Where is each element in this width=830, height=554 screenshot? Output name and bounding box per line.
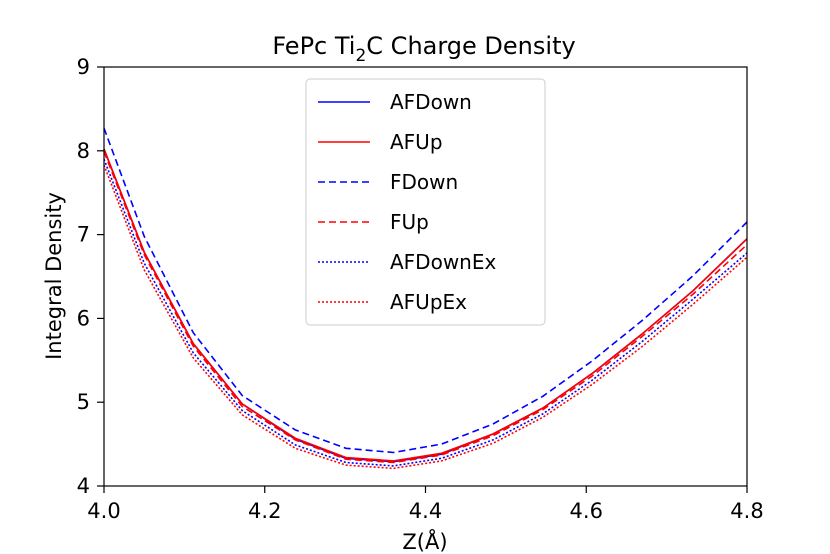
series-lines: [103, 127, 748, 470]
x-tick-label: 4.8: [730, 499, 763, 523]
legend-box: [305, 78, 546, 326]
legend-label: FUp: [390, 210, 429, 234]
y-axis-ticks: 4 5 6 7 8 9: [77, 55, 104, 498]
x-axis-label: Z(Å): [402, 528, 447, 554]
y-tick-label: 9: [77, 55, 90, 79]
legend-label: FDown: [390, 170, 458, 194]
legend-label: AFUp: [390, 130, 443, 154]
x-axis-ticks: 4.0 4.2 4.4 4.6 4.8: [87, 486, 764, 523]
x-tick-label: 4.0: [87, 499, 120, 523]
series-line-afdownex: [103, 158, 748, 467]
x-tick-label: 4.6: [570, 499, 603, 523]
legend-label: AFDownEx: [390, 250, 496, 274]
series-line-afup: [103, 148, 748, 462]
y-axis-label: Integral Density: [42, 192, 66, 360]
legend-label: AFUpEx: [390, 290, 467, 314]
x-tick-label: 4.4: [409, 499, 442, 523]
y-tick-label: 8: [77, 139, 90, 163]
chart-title: FePc Ti2C Charge Density: [272, 32, 575, 66]
y-tick-label: 7: [77, 223, 90, 247]
y-tick-label: 5: [77, 390, 90, 414]
y-tick-label: 4: [77, 474, 90, 498]
title-rest: C Charge Density: [366, 32, 575, 60]
series-line-fup: [103, 151, 748, 464]
series-line-fdown: [103, 127, 748, 454]
x-tick-label: 4.2: [248, 499, 281, 523]
y-tick-label: 6: [77, 306, 90, 330]
series-line-afupex: [103, 164, 748, 470]
legend: AFDown AFUp FDown FUp AFDownEx AFUpEx: [305, 78, 546, 326]
title-main: FePc Ti: [272, 32, 355, 60]
title-subscript: 2: [355, 46, 366, 66]
legend-label: AFDown: [390, 90, 472, 114]
